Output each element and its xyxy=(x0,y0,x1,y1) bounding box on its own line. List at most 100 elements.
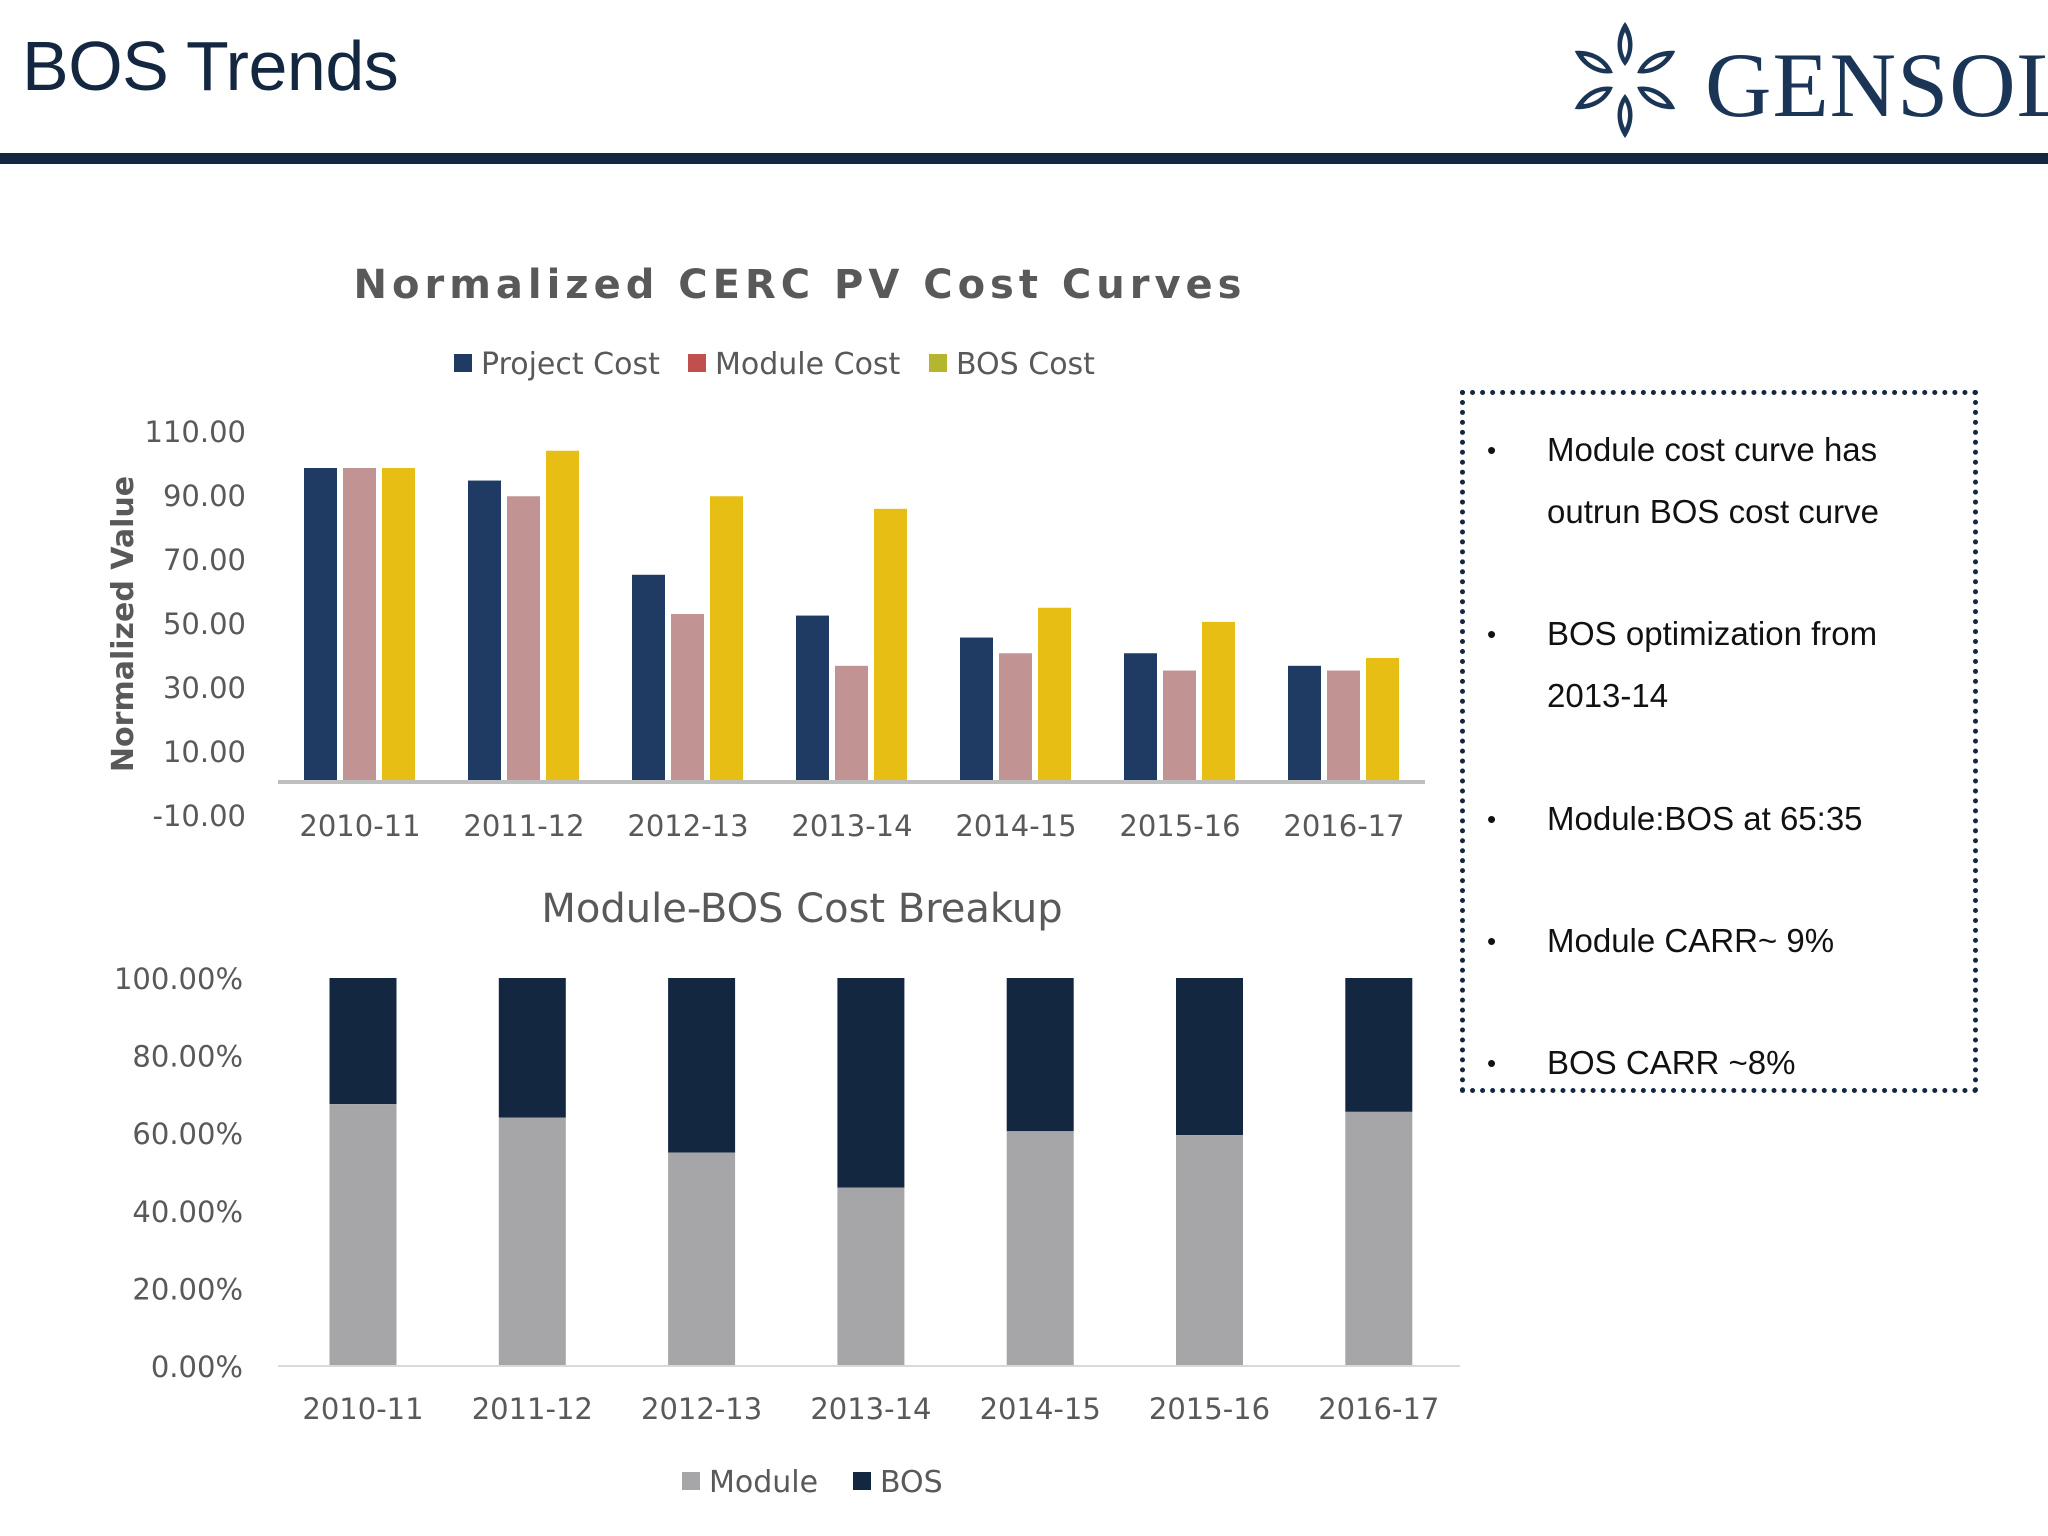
bar-bos-share xyxy=(837,978,905,1188)
note-text: Module cost curve has outrun BOS cost cu… xyxy=(1547,431,1879,530)
gensol-star-logo-icon xyxy=(1571,22,1679,138)
note-text: BOS CARR ~8% xyxy=(1547,1044,1796,1081)
y-tick-label: 80.00% xyxy=(132,1040,243,1074)
bar-module-share xyxy=(1176,1135,1243,1366)
y-tick-label: 60.00% xyxy=(132,1117,243,1151)
x-tick-label: 2011-12 xyxy=(463,809,584,843)
y-tick-label: 30.00 xyxy=(163,671,246,705)
chart2-y-ticks: 100.00% 80.00% 60.00% 40.00% 20.00% 0.00% xyxy=(114,962,243,1384)
bar-module-share xyxy=(1006,1131,1074,1366)
key-insights-box: • Module cost curve has outrun BOS cost … xyxy=(1460,390,1978,1093)
bullet-icon: • xyxy=(1487,435,1497,465)
module-bos-breakup-chart: Module-BOS Cost Breakup 100.00% 80.00% 60.… xyxy=(114,886,1460,1500)
bar-bos-share xyxy=(1176,978,1243,1136)
bar-project-cost xyxy=(1124,653,1157,782)
chart1-y-ticks: 110.00 90.00 70.00 50.00 30.00 10.00 -10.00 xyxy=(145,415,246,833)
bar-project-cost xyxy=(796,615,829,782)
y-tick-label: 100.00% xyxy=(114,962,243,996)
bar-bos-cost xyxy=(382,468,415,782)
header-divider xyxy=(0,153,2048,164)
x-tick-label: 2014-15 xyxy=(980,1392,1101,1426)
bar-module-share xyxy=(668,1152,736,1366)
y-tick-label: 90.00 xyxy=(163,479,246,513)
y-tick-label: 0.00% xyxy=(151,1350,243,1384)
y-tick-label: 10.00 xyxy=(163,735,246,769)
bar-bos-cost xyxy=(546,450,579,782)
bar-module-cost xyxy=(999,653,1032,782)
legend-swatch-bos-share xyxy=(853,1472,871,1490)
charts-canvas: Normalized CERC PV Cost Curves Project C… xyxy=(106,262,1460,1500)
cost-curves-chart: Normalized CERC PV Cost Curves Project C… xyxy=(106,262,1425,843)
legend-label-bos-share: BOS xyxy=(880,1465,943,1500)
x-tick-label: 2010-11 xyxy=(302,1392,423,1426)
bar-bos-share xyxy=(498,978,566,1118)
x-tick-label: 2016-17 xyxy=(1283,809,1404,843)
bar-bos-share xyxy=(668,978,736,1153)
x-tick-label: 2016-17 xyxy=(1318,1392,1439,1426)
bullet-icon: • xyxy=(1487,926,1497,956)
brand-logo: GENSOL xyxy=(1565,18,2048,143)
bar-bos-cost xyxy=(1366,657,1399,782)
chart1-legend: Project Cost Module Cost BOS Cost xyxy=(454,347,1095,382)
chart1-bars xyxy=(304,450,1399,782)
chart2-bars xyxy=(329,978,1413,1366)
note-text: Module:BOS at 65:35 xyxy=(1547,800,1863,837)
note-text: Module CARR~ 9% xyxy=(1547,922,1835,959)
y-tick-label: 20.00% xyxy=(132,1272,243,1306)
y-tick-label: 110.00 xyxy=(145,415,246,449)
legend-label-module-share: Module xyxy=(709,1465,818,1500)
bullet-icon: • xyxy=(1487,1048,1497,1078)
legend-swatch-bos xyxy=(929,354,947,372)
bullet-icon: • xyxy=(1487,804,1497,834)
note-text: BOS optimization from 2013-14 xyxy=(1547,615,1878,714)
y-tick-label: 40.00% xyxy=(132,1195,243,1229)
bar-module-cost xyxy=(1163,670,1196,782)
y-tick-label: 50.00 xyxy=(163,607,246,641)
bar-module-cost xyxy=(507,496,540,782)
chart1-title: Normalized CERC PV Cost Curves xyxy=(354,262,1247,308)
y-tick-label: -10.00 xyxy=(153,799,247,833)
x-tick-label: 2012-13 xyxy=(641,1392,762,1426)
bar-module-share xyxy=(1345,1111,1413,1366)
chart2-title: Module-BOS Cost Breakup xyxy=(541,886,1062,932)
bar-bos-cost xyxy=(1038,607,1071,782)
page-title: BOS Trends xyxy=(22,27,399,105)
chart2-legend: Module BOS xyxy=(682,1465,943,1500)
chart1-y-axis-label: Normalized Value xyxy=(106,476,141,772)
bullet-icon: • xyxy=(1487,619,1497,649)
bar-module-share xyxy=(837,1187,905,1366)
bar-project-cost xyxy=(960,637,993,782)
legend-label-module: Module Cost xyxy=(715,347,901,382)
bar-module-cost xyxy=(343,468,376,782)
bar-project-cost xyxy=(1288,665,1321,782)
bar-module-cost xyxy=(835,665,868,782)
x-tick-label: 2012-13 xyxy=(627,809,748,843)
x-tick-label: 2014-15 xyxy=(955,809,1076,843)
x-tick-label: 2015-16 xyxy=(1149,1392,1270,1426)
bar-bos-share xyxy=(1345,978,1413,1112)
legend-swatch-project xyxy=(454,354,472,372)
x-tick-label: 2013-14 xyxy=(791,809,912,843)
bar-bos-share xyxy=(329,978,397,1105)
y-tick-label: 70.00 xyxy=(163,543,246,577)
bar-bos-cost xyxy=(1202,621,1235,782)
chart2-x-ticks: 2010-11 2011-12 2012-13 2013-14 2014-15 2015-… xyxy=(302,1392,1439,1426)
bar-bos-cost xyxy=(874,508,907,782)
brand-name: GENSOL xyxy=(1705,34,2048,136)
bar-project-cost xyxy=(304,468,337,782)
bar-module-cost xyxy=(1327,670,1360,782)
legend-label-project: Project Cost xyxy=(481,347,660,382)
bar-project-cost xyxy=(632,574,665,782)
x-tick-label: 2011-12 xyxy=(472,1392,593,1426)
bar-bos-cost xyxy=(710,496,743,782)
x-tick-label: 2010-11 xyxy=(299,809,420,843)
x-tick-label: 2013-14 xyxy=(810,1392,931,1426)
bar-project-cost xyxy=(468,480,501,782)
bar-module-share xyxy=(329,1104,397,1366)
legend-swatch-module xyxy=(688,354,706,372)
x-tick-label: 2015-16 xyxy=(1119,809,1240,843)
legend-swatch-module-share xyxy=(682,1472,700,1490)
bar-bos-share xyxy=(1006,978,1074,1132)
legend-label-bos: BOS Cost xyxy=(956,347,1095,382)
bar-module-cost xyxy=(671,614,704,782)
